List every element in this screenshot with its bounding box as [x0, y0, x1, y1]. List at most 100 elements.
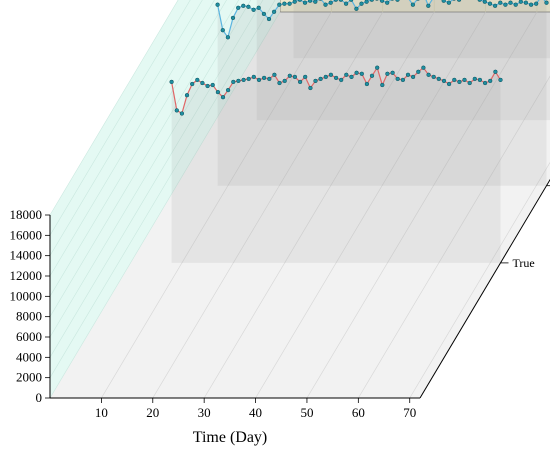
- data-point: [210, 82, 215, 88]
- side-wall: [50, 0, 280, 398]
- data-point: [236, 78, 241, 84]
- data-point: [333, 75, 339, 81]
- data-point: [338, 0, 344, 2]
- data-point: [297, 0, 302, 2]
- x-tick-label: 60: [352, 405, 365, 420]
- data-point: [518, 0, 523, 4]
- data-point: [354, 6, 359, 11]
- data-point: [436, 76, 441, 82]
- data-point: [271, 9, 277, 14]
- side-grid-line: [49, 0, 179, 216]
- data-point: [369, 73, 375, 78]
- data-point: [328, 0, 333, 5]
- x-tick-label: 50: [300, 405, 313, 420]
- data-point: [482, 80, 488, 86]
- y-tick-label: 14000: [10, 248, 43, 263]
- data-point: [303, 74, 308, 80]
- data-point: [452, 77, 457, 83]
- data-point: [307, 0, 313, 3]
- data-point: [292, 74, 298, 80]
- data-point: [225, 87, 231, 93]
- data-point: [220, 95, 226, 100]
- x-tick-label: 20: [146, 405, 159, 420]
- data-point: [266, 16, 272, 22]
- data-point: [230, 15, 236, 21]
- x-tick-label: 30: [198, 405, 211, 420]
- data-point: [251, 74, 256, 80]
- data-point: [344, 72, 349, 77]
- data-point: [328, 72, 334, 77]
- data-point: [323, 74, 328, 80]
- data-point: [385, 71, 390, 76]
- data-point: [215, 2, 220, 7]
- data-point: [379, 0, 385, 3]
- data-point: [493, 69, 498, 74]
- series-lines: [169, 0, 549, 116]
- data-point: [390, 0, 394, 1]
- data-point: [318, 76, 323, 82]
- data-point: [405, 72, 411, 77]
- y-tick-label: 10000: [10, 288, 43, 303]
- x-axis-tick-labels: 10 20 30 40 50 60 70: [95, 398, 416, 420]
- floor-plane: [50, 12, 550, 398]
- data-point: [390, 70, 395, 75]
- data-point: [333, 0, 338, 2]
- data-point: [241, 3, 246, 8]
- data-point: [369, 0, 374, 2]
- data-point: [446, 0, 452, 5]
- y-tick-label: 18000: [10, 207, 43, 222]
- y-tick-label: 16000: [10, 227, 43, 242]
- side-grid-line: [49, 0, 203, 256]
- data-point: [446, 81, 452, 87]
- data-point: [477, 77, 483, 83]
- data-point: [487, 1, 493, 6]
- data-point: [236, 5, 241, 10]
- data-point: [523, 0, 529, 5]
- data-point: [225, 35, 231, 40]
- series-floor-shadows: [171, 0, 550, 263]
- y-tick-label: 4000: [16, 349, 42, 364]
- data-point: [282, 1, 287, 6]
- data-point: [339, 77, 344, 83]
- data-point: [410, 2, 416, 7]
- data-point: [200, 80, 205, 86]
- data-point: [184, 93, 190, 98]
- data-point: [292, 0, 297, 4]
- data-point: [467, 80, 472, 86]
- data-point: [498, 77, 503, 83]
- data-point: [426, 72, 431, 77]
- data-point: [426, 3, 431, 8]
- depth-axis-line: [419, 178, 550, 399]
- data-point: [462, 77, 467, 83]
- data-point: [410, 74, 416, 80]
- data-point: [375, 65, 380, 70]
- data-point: [318, 0, 323, 1]
- data-point: [544, 0, 549, 5]
- series-curtain: [217, 0, 547, 186]
- data-point: [261, 11, 267, 17]
- y-axis-tick-labels: 0 2000 4000 6000 8000 10000 12000 14000 16000 180…: [10, 207, 50, 405]
- y-tick-label: 0: [36, 390, 43, 405]
- data-point: [482, 0, 487, 4]
- data-point: [395, 0, 400, 2]
- side-grid-line: [49, 0, 215, 277]
- depth-axis-labels: BPLSTMSSA-LSTMTrue: [500, 185, 550, 270]
- data-point: [169, 79, 174, 85]
- data-point: [441, 78, 447, 84]
- data-point: [456, 0, 462, 2]
- data-point: [364, 81, 370, 87]
- data-point: [508, 0, 513, 5]
- data-point: [261, 75, 267, 81]
- data-point: [241, 77, 246, 83]
- data-point: [272, 72, 277, 77]
- data-point: [375, 0, 379, 1]
- data-point: [400, 77, 406, 83]
- data-point: [251, 7, 256, 12]
- side-grid-line: [49, 0, 240, 317]
- y-tick-label: 12000: [10, 268, 43, 283]
- data-point: [472, 76, 477, 82]
- side-grid-line: [49, 0, 264, 358]
- data-point: [354, 70, 359, 75]
- data-point: [277, 80, 282, 86]
